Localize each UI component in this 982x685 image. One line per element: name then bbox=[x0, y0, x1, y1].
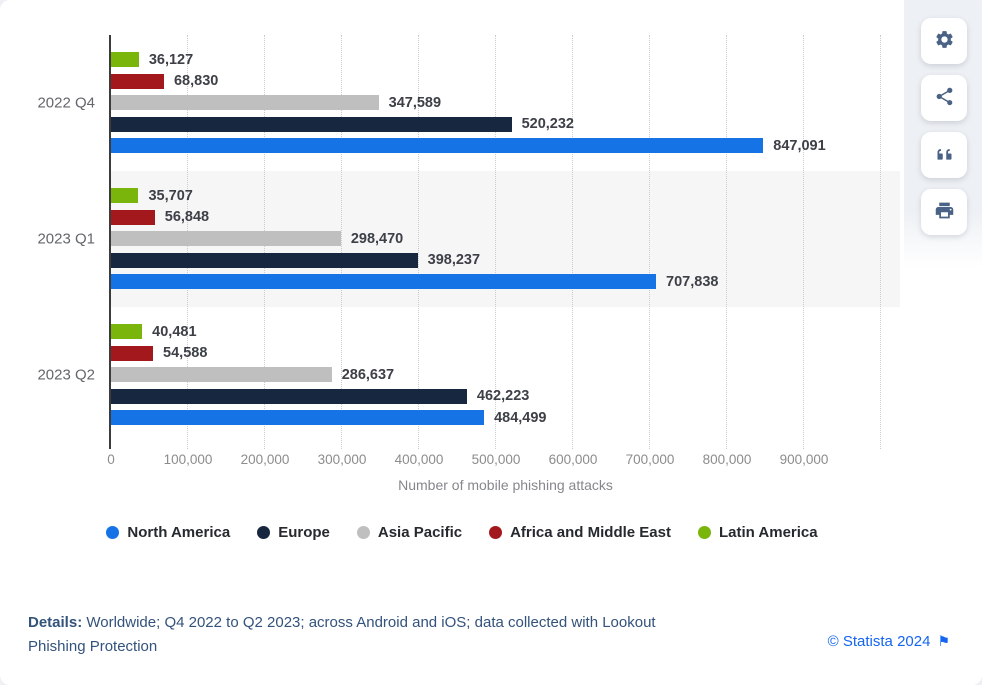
bar-row: 484,499 bbox=[111, 409, 900, 426]
x-tick-label: 700,000 bbox=[625, 452, 675, 467]
bar-value-label: 286,637 bbox=[341, 366, 395, 383]
legend-label: Africa and Middle East bbox=[510, 524, 671, 541]
bar-row: 347,589 bbox=[111, 94, 900, 111]
bar-asia-pacific bbox=[111, 95, 379, 110]
bar-value-label: 298,470 bbox=[350, 230, 404, 247]
x-tick-label: 600,000 bbox=[548, 452, 598, 467]
details-text: Details: Worldwide; Q4 2022 to Q2 2023; … bbox=[28, 611, 658, 659]
print-button[interactable] bbox=[921, 189, 967, 235]
printer-icon bbox=[934, 200, 955, 224]
bar-value-label: 35,707 bbox=[148, 187, 193, 204]
legend-dot bbox=[106, 526, 120, 539]
bar-row: 68,830 bbox=[111, 73, 900, 89]
legend-dot bbox=[356, 526, 370, 539]
bar-latin-america bbox=[111, 52, 139, 67]
legend-item-latin-america[interactable]: Latin America bbox=[697, 524, 818, 541]
x-tick-label: 800,000 bbox=[702, 452, 752, 467]
bar-row: 35,707 bbox=[111, 187, 900, 204]
legend-item-europe[interactable]: Europe bbox=[257, 524, 330, 541]
bar-value-label: 347,589 bbox=[388, 94, 442, 111]
bar-europe bbox=[111, 116, 512, 132]
legend-dot bbox=[257, 526, 271, 539]
legend-label: Asia Pacific bbox=[377, 524, 463, 541]
bar-value-label: 36,127 bbox=[148, 51, 194, 68]
bar-value-label: 520,232 bbox=[521, 116, 574, 132]
bar-row: 56,848 bbox=[111, 209, 900, 225]
category-group: 2023 Q1 35,707 56,848 298,470 398,237 707,838 bbox=[37, 171, 900, 307]
bar-row: 298,470 bbox=[111, 230, 900, 247]
x-tick-label: 200,000 bbox=[240, 452, 290, 467]
bar-value-label: 847,091 bbox=[773, 137, 826, 154]
x-axis-ticks: 0 100,000 200,000 300,000 400,000 500,000 600,… bbox=[107, 452, 900, 468]
bar-value-label: 484,499 bbox=[494, 409, 547, 426]
statista-copyright-link[interactable]: © Statista 2024 ⚑ bbox=[828, 633, 950, 650]
bar-value-label: 54,588 bbox=[163, 345, 208, 361]
x-tick-label: 400,000 bbox=[394, 452, 444, 467]
bar-latin-america bbox=[111, 324, 143, 339]
category-group: 2022 Q4 36,127 68,830 347,589 520,232 847,091 bbox=[37, 35, 900, 171]
details-label: Details: bbox=[28, 614, 83, 631]
x-tick-label: 300,000 bbox=[317, 452, 367, 467]
x-tick-label: 100,000 bbox=[163, 452, 213, 467]
bar-row: 398,237 bbox=[111, 252, 900, 268]
bar-row: 707,838 bbox=[111, 273, 900, 290]
plot-area: 2022 Q4 36,127 68,830 347,589 520,232 847,091… bbox=[37, 35, 900, 449]
bar-row: 40,481 bbox=[111, 323, 900, 340]
legend-label: Latin America bbox=[718, 524, 818, 541]
bar-value-label: 68,830 bbox=[173, 73, 219, 89]
bar-africa-and-middle-east bbox=[111, 209, 155, 225]
category-label: 2023 Q1 bbox=[37, 230, 95, 248]
bar-value-label: 707,838 bbox=[666, 273, 719, 290]
quote-icon bbox=[934, 143, 955, 167]
flag-icon: ⚑ bbox=[937, 633, 950, 649]
y-axis-line bbox=[109, 35, 111, 449]
bar-row: 462,223 bbox=[111, 388, 900, 404]
cite-button[interactable] bbox=[921, 132, 967, 178]
legend-item-africa-and-middle-east[interactable]: Africa and Middle East bbox=[489, 524, 671, 541]
share-icon bbox=[934, 86, 955, 110]
bar-north-america bbox=[111, 410, 485, 425]
bar-row: 36,127 bbox=[111, 51, 900, 68]
bar-north-america bbox=[111, 274, 657, 289]
bar-value-label: 462,223 bbox=[476, 388, 530, 404]
bar-asia-pacific bbox=[111, 231, 341, 246]
gear-icon bbox=[934, 29, 955, 53]
legend-dot bbox=[697, 526, 711, 539]
bar-europe bbox=[111, 252, 418, 268]
bar-north-america bbox=[111, 138, 764, 153]
bar-asia-pacific bbox=[111, 367, 332, 382]
bar-row: 520,232 bbox=[111, 116, 900, 132]
copyright-text: © Statista 2024 bbox=[827, 633, 931, 650]
legend-label: Europe bbox=[278, 524, 330, 541]
bar-value-label: 40,481 bbox=[152, 323, 197, 340]
bar-europe bbox=[111, 388, 467, 404]
settings-button[interactable] bbox=[921, 18, 967, 64]
legend-dot bbox=[489, 526, 503, 539]
legend: North America Europe Asia Pacific Africa an… bbox=[0, 524, 924, 541]
bar-row: 847,091 bbox=[111, 137, 900, 154]
bar-row: 286,637 bbox=[111, 366, 900, 383]
category-label: 2023 Q2 bbox=[37, 366, 95, 384]
bar-africa-and-middle-east bbox=[111, 73, 164, 89]
x-axis-title: Number of mobile phishing attacks bbox=[398, 477, 613, 493]
x-tick-label: 500,000 bbox=[471, 452, 521, 467]
legend-item-north-america[interactable]: North America bbox=[106, 524, 230, 541]
bar-value-label: 398,237 bbox=[427, 252, 481, 268]
bar-row: 54,588 bbox=[111, 345, 900, 361]
bar-africa-and-middle-east bbox=[111, 345, 154, 361]
x-tick-label: 0 bbox=[107, 452, 115, 467]
x-tick-label: 900,000 bbox=[779, 452, 829, 467]
bar-value-label: 56,848 bbox=[164, 209, 210, 225]
category-group: 2023 Q2 40,481 54,588 286,637 462,223 484,499 bbox=[37, 307, 900, 443]
share-button[interactable] bbox=[921, 75, 967, 121]
details-body: Worldwide; Q4 2022 to Q2 2023; across An… bbox=[28, 614, 656, 655]
category-label: 2022 Q4 bbox=[37, 94, 95, 112]
legend-label: North America bbox=[127, 524, 231, 541]
bar-latin-america bbox=[111, 188, 139, 203]
legend-item-asia-pacific[interactable]: Asia Pacific bbox=[356, 524, 463, 541]
bar-groups: 2022 Q4 36,127 68,830 347,589 520,232 847,091… bbox=[37, 35, 900, 443]
